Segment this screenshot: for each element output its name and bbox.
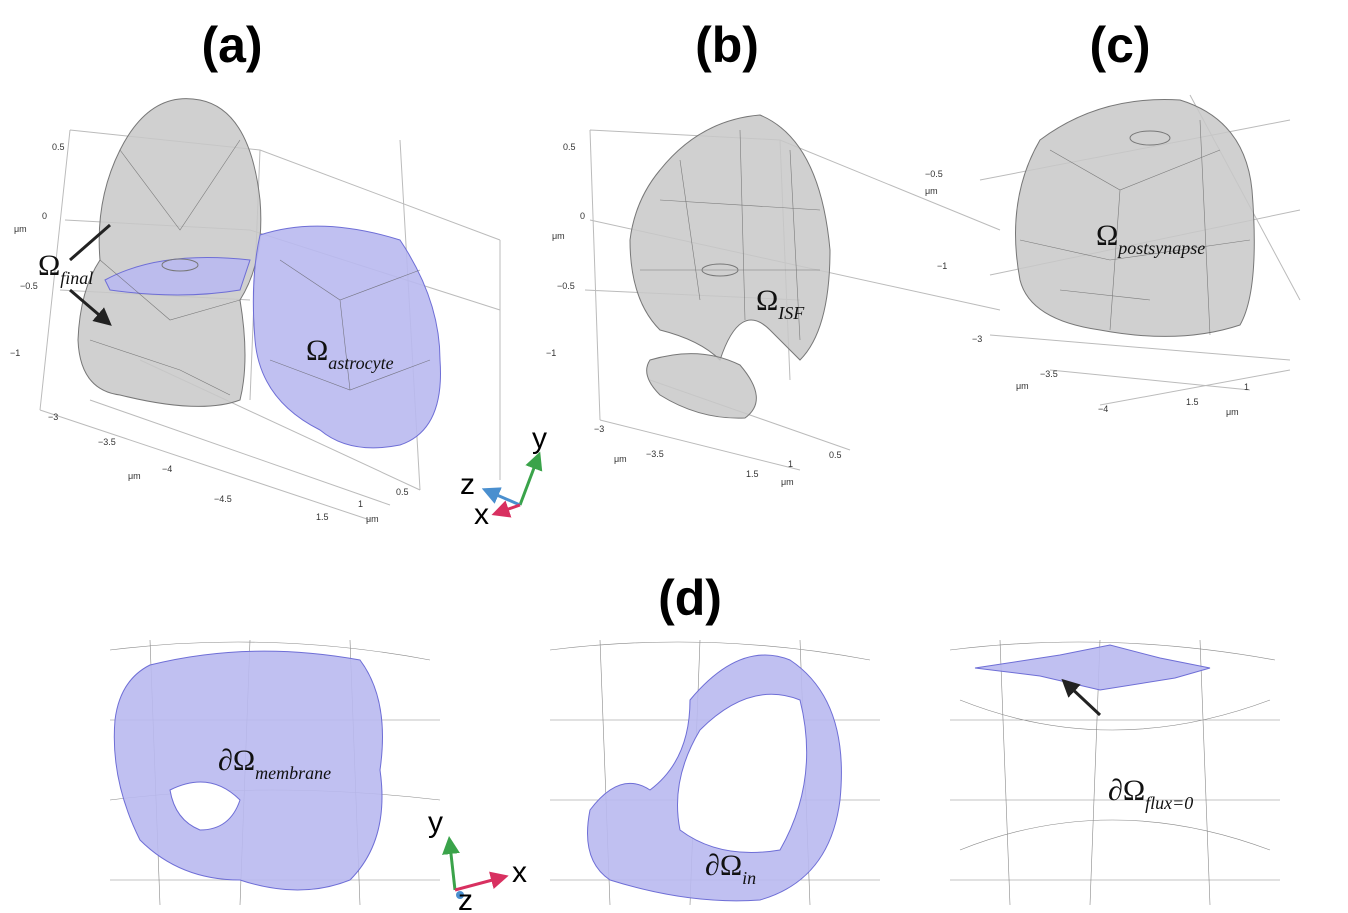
tick-label: −4 [1098,404,1108,414]
panel-b: (b) ΩISF [585,17,1000,470]
tick-label: μm [1016,381,1029,391]
tick-label: −1 [10,348,20,358]
axis [500,505,520,512]
axis-triad: y x z [428,806,527,913]
tick-label: −3.5 [1040,369,1058,379]
panel-label: (d) [658,570,722,626]
axis-label: x [474,498,489,531]
axis-label: y [428,806,443,839]
shape [647,354,757,419]
tick-label: −0.5 [925,169,943,179]
shape [630,115,830,360]
tick-label: −3 [594,424,604,434]
tick-label: −1 [546,348,556,358]
axis [450,845,455,890]
tick-label: −1 [937,261,947,271]
arrow [1068,685,1100,715]
tick-label: −0.5 [557,281,575,291]
panel-c: (c) Ωpostsynapse [980,17,1300,405]
panel-label: (a) [201,17,262,73]
tick-label: μm [366,514,379,524]
panel-label: (c) [1089,17,1150,73]
tick-label: −4.5 [214,494,232,504]
tick-label: −3.5 [646,449,664,459]
axis-label: x [512,856,527,889]
boundary-label: ∂Ωflux=0 [1108,774,1193,813]
tick-label: μm [925,186,938,196]
tick-label: μm [614,454,627,464]
shape [1016,100,1255,337]
tick-label: 0 [42,211,47,221]
shape [253,226,440,448]
tick-label: 1 [358,499,363,509]
tick-label: μm [14,224,27,234]
tick-label: 0.5 [829,450,842,460]
domain-label: Ωfinal [38,249,93,288]
tick-label: −0.5 [20,281,38,291]
tick-label: −3.5 [98,437,116,447]
figure: (a) Ωfinal Ωastrocyte y z x (b) ΩISF (c) [0,0,1348,913]
tick-label: 1 [1244,382,1249,392]
tick-label: 1 [788,459,793,469]
tick-label: 1.5 [746,469,759,479]
tick-label: μm [552,231,565,241]
tick-label: 1.5 [316,512,329,522]
tick-label: −3 [972,334,982,344]
tick-label: μm [1226,407,1239,417]
axis-label: y [532,422,547,455]
axis-label: z [460,468,475,501]
axis [490,492,520,505]
tick-label: 0.5 [396,487,409,497]
tick-label: 0.5 [563,142,576,152]
panel-label: (b) [695,17,759,73]
tick-label: μm [128,471,141,481]
tick-label: −3 [48,412,58,422]
tick-label: 1.5 [1186,397,1199,407]
tick-label: μm [781,477,794,487]
surface [975,645,1210,690]
axis [520,460,537,505]
shape [78,99,261,407]
panel-d: (d) ∂Ωmembrane ∂Ωin ∂Ωflux=0 [110,570,1280,905]
axis-label: z [458,884,473,913]
tick-label: −4 [162,464,172,474]
tick-label: 0 [580,211,585,221]
tick-label: 0.5 [52,142,65,152]
axis-triad: y z x [460,422,547,531]
